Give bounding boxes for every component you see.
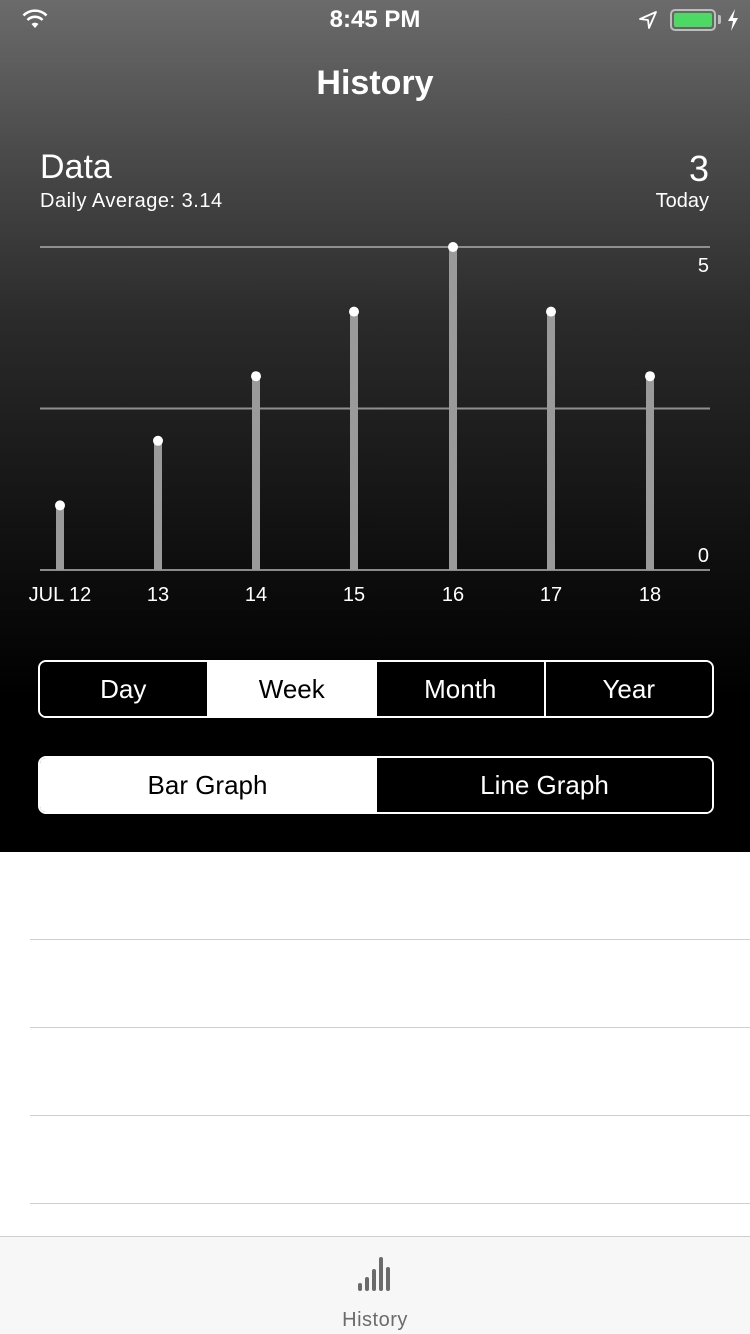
chart-point [349,306,359,317]
x-tick-label: 17 [540,584,562,606]
today-label: Today [655,190,709,212]
chart-point [448,242,458,252]
list-item[interactable] [30,1028,750,1116]
segment-week-button[interactable]: Week [206,662,375,716]
y-tick-label: 0 [698,545,709,567]
x-tick-label: 13 [147,584,169,606]
list-item[interactable] [30,940,750,1028]
chart-bar [56,505,64,570]
page-title: History [316,64,434,102]
summary-title: Data [40,148,112,186]
chart-bar [646,376,654,570]
x-tick-label: JUL 12 [29,584,92,606]
chart-point [153,435,163,446]
x-tick-label: 14 [245,584,267,606]
chart-bar [252,376,260,570]
history-list [0,852,750,1236]
wifi-icon [22,9,48,28]
chart-bar [154,440,162,570]
x-tick-label: 15 [343,584,365,606]
bar-chart: 5 0 JUL 12 13 14 15 16 17 18 [29,242,710,606]
list-item[interactable] [30,1116,750,1204]
battery-icon [670,9,716,31]
tab-label: History [342,1309,408,1331]
tab-history[interactable]: History [0,1237,750,1334]
chart-panel: 8:45 PM History Data Daily Average: 3.14… [0,0,750,852]
x-tick-label: 16 [442,584,464,606]
chart-point [645,371,655,382]
tab-bar: History [0,1236,750,1334]
chart-bar [350,311,358,570]
chart-point [546,306,556,317]
segment-bar-graph-button[interactable]: Bar Graph [40,758,375,812]
y-tick-label: 5 [698,255,709,277]
chart-bar [449,247,457,570]
status-time: 8:45 PM [329,6,421,33]
location-arrow-icon [639,11,657,29]
daily-average: Daily Average: 3.14 [40,190,223,212]
chart-point [251,371,261,382]
x-tick-label: 18 [639,584,661,606]
segment-month-button[interactable]: Month [375,662,544,716]
bar-chart-icon [358,1257,390,1291]
graph-type-segmented-control[interactable]: Bar Graph Line Graph [38,756,714,814]
today-value: 3 [688,148,709,189]
battery-nub [718,15,721,24]
status-bar: 8:45 PM [0,0,750,40]
segment-line-graph-button[interactable]: Line Graph [375,758,712,812]
list-item[interactable] [30,852,750,940]
segment-year-button[interactable]: Year [543,662,712,716]
segment-day-button[interactable]: Day [40,662,207,716]
charging-bolt-icon [728,9,738,31]
chart-bar [547,311,555,570]
chart-point [55,500,65,511]
time-range-segmented-control[interactable]: Day Week Month Year [38,660,714,718]
